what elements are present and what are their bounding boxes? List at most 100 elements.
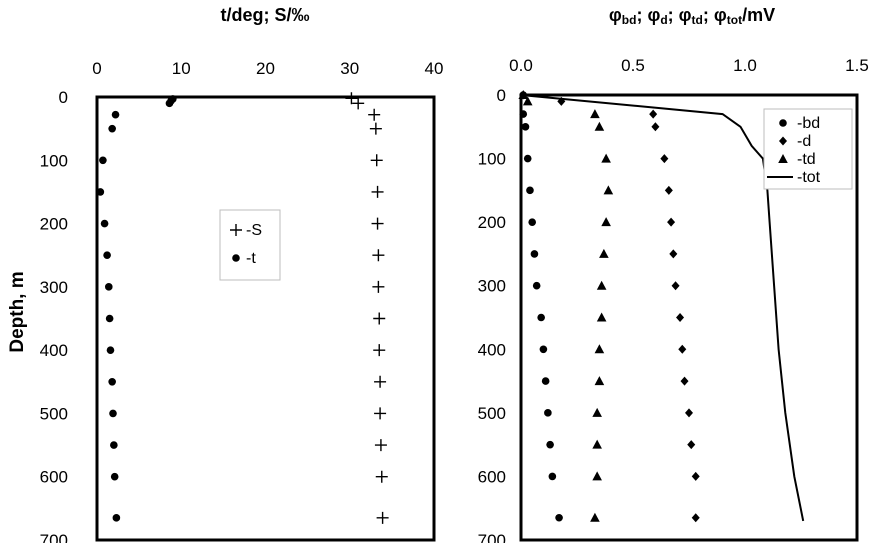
- point-mark: [590, 512, 600, 522]
- legend-label: -bd: [797, 115, 820, 132]
- point-mark: [671, 281, 680, 291]
- legend-marker: [778, 154, 788, 163]
- legend-marker: [230, 224, 242, 236]
- point-mark: [526, 186, 534, 195]
- point-mark: [108, 124, 116, 133]
- right-chart: φbd; φd; φtd; φtot/mV 0.0 0.5 1.0 1.5 01002…: [478, 5, 869, 543]
- x-tick-label: 20: [256, 59, 275, 78]
- point-mark: [555, 513, 563, 522]
- y-tick-label: 0: [497, 86, 506, 105]
- legend-item: -td: [778, 151, 816, 168]
- legend-label: -S: [246, 222, 262, 239]
- point-mark: [522, 96, 533, 106]
- point-mark: [594, 376, 605, 386]
- point-mark: [592, 439, 602, 449]
- y-tick-label: 600: [40, 468, 68, 487]
- right-plot-frame: [519, 93, 859, 542]
- x-tick-label: 40: [425, 59, 444, 78]
- point-mark: [691, 513, 700, 523]
- right-chart-title: φbd; φd; φtd; φtot/mV: [609, 5, 775, 27]
- series-bd: [519, 91, 563, 522]
- series-td: [518, 90, 614, 522]
- point-mark: [109, 409, 117, 418]
- point-mark: [649, 109, 658, 119]
- y-tick-label: 700: [478, 531, 506, 543]
- point-mark: [375, 470, 388, 483]
- y-tick-label: 100: [478, 150, 506, 169]
- point-mark: [544, 409, 552, 417]
- y-tick-label: 300: [40, 278, 68, 297]
- legend-label: -d: [797, 133, 811, 150]
- point-mark: [676, 313, 685, 322]
- point-mark: [678, 344, 687, 354]
- legend-item: -d: [779, 133, 811, 150]
- y-axis-label: Depth, m: [7, 271, 28, 352]
- point-mark: [373, 312, 386, 325]
- title-part: φ: [609, 5, 622, 25]
- x-tick-label: 1.0: [733, 56, 757, 75]
- point-mark: [537, 313, 545, 322]
- point-mark: [374, 407, 387, 420]
- point-mark: [601, 153, 611, 163]
- right-legend: -bd-d-td-tot: [763, 108, 853, 190]
- left-legend-items: -S -t: [230, 222, 262, 267]
- point-mark: [104, 283, 113, 291]
- legend-marker: [779, 119, 787, 127]
- point-mark: [541, 377, 550, 385]
- point-mark: [372, 280, 385, 293]
- point-mark: [691, 471, 700, 481]
- point-mark: [374, 375, 387, 388]
- y-tick-label: 600: [478, 467, 506, 486]
- legend-label: -t: [246, 250, 256, 267]
- x-tick-label: 0: [92, 59, 101, 78]
- point-mark: [599, 248, 609, 258]
- legend-item: -S: [230, 222, 262, 239]
- point-mark: [596, 280, 607, 290]
- point-mark: [528, 218, 536, 226]
- legend-item: -bd: [779, 115, 820, 132]
- point-mark: [110, 472, 119, 481]
- left-plot-frame: [95, 95, 436, 542]
- legend-item: -t: [232, 250, 256, 267]
- point-mark: [372, 249, 385, 262]
- point-mark: [371, 217, 384, 230]
- point-mark: [371, 185, 384, 198]
- legend-label: -tot: [797, 169, 821, 186]
- point-mark: [603, 185, 614, 195]
- x-tick-label: 0.0: [509, 56, 533, 75]
- point-mark: [592, 471, 602, 481]
- point-mark: [687, 440, 696, 450]
- legend-item: -tot: [767, 169, 821, 186]
- y-tick-label: 500: [478, 404, 506, 423]
- point-mark: [374, 439, 387, 452]
- y-tick-label: 0: [59, 88, 68, 107]
- left-chart-marks: [96, 92, 389, 524]
- point-mark: [594, 121, 605, 131]
- title-part: ; φ: [703, 5, 727, 25]
- y-tick-label: 400: [40, 341, 68, 360]
- y-tick-label: 700: [40, 531, 68, 543]
- title-subscript: td: [692, 13, 703, 27]
- right-y-tick-labels: 0 100 200 300 400 500 600 700: [478, 86, 506, 543]
- point-mark: [548, 472, 557, 481]
- point-mark: [521, 122, 530, 131]
- title-subscript: tot: [727, 13, 742, 27]
- point-mark: [596, 312, 607, 322]
- point-mark: [370, 154, 383, 167]
- point-mark: [108, 377, 116, 386]
- series-t: [96, 95, 177, 522]
- y-tick-label: 200: [478, 213, 506, 232]
- right-legend-box: [763, 108, 853, 190]
- point-mark: [106, 346, 115, 354]
- point-mark: [546, 440, 554, 449]
- point-mark: [601, 217, 611, 227]
- title-part: ; φ: [668, 5, 692, 25]
- y-tick-label: 200: [40, 215, 68, 234]
- point-mark: [651, 122, 660, 132]
- left-legend-box: [219, 209, 281, 281]
- title-part: ; φ: [636, 5, 660, 25]
- x-tick-label: 1.5: [845, 56, 869, 75]
- left-x-tick-labels: 0 10 20 30 40: [92, 59, 443, 78]
- point-mark: [100, 219, 109, 228]
- point-mark: [680, 376, 689, 386]
